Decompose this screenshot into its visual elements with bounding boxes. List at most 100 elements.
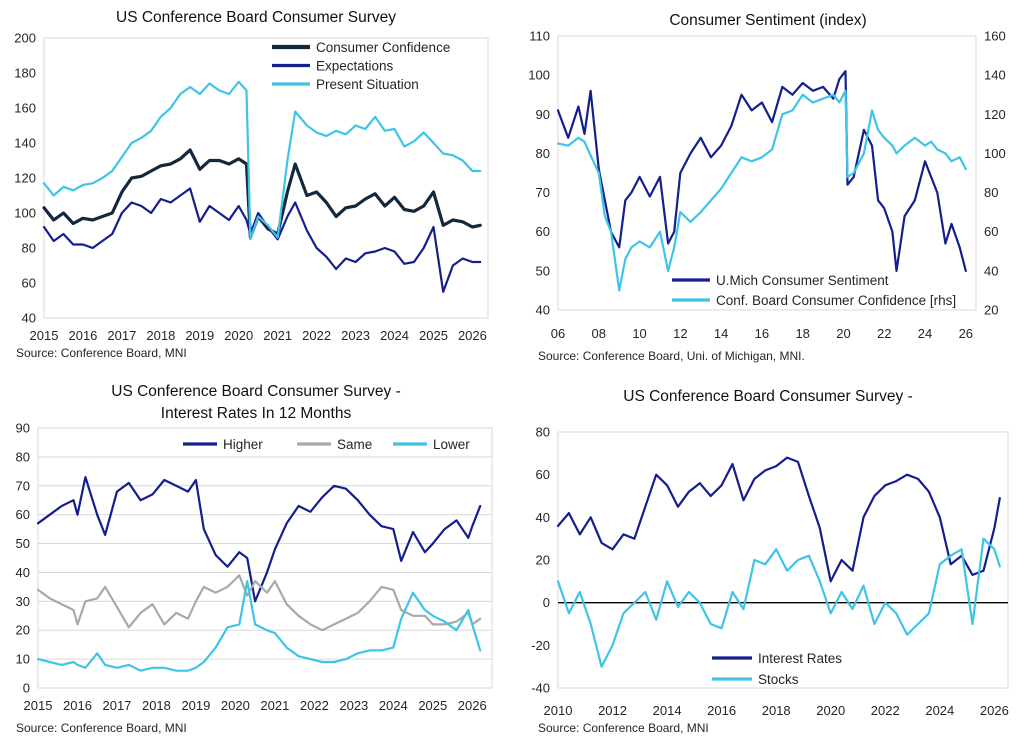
chart-panel-interest-rates-12m: US Conference Board Consumer Survey - Int… <box>0 374 512 748</box>
series-line-consumer-confidence <box>42 148 482 240</box>
x-tick-label: 06 <box>551 326 565 341</box>
y-tick-label: 20 <box>536 553 550 568</box>
y-right-tick-label: 100 <box>984 146 1006 161</box>
y-tick-label: 110 <box>529 29 550 44</box>
series-line-stocks <box>556 537 1001 668</box>
y-tick-label: -40 <box>531 681 550 696</box>
series-line-conf-board-consumer-confidence-rhs <box>556 89 967 292</box>
x-tick-label: 2022 <box>302 328 331 343</box>
x-tick-label: 2023 <box>339 698 368 713</box>
y-tick-label: 80 <box>536 146 550 161</box>
chart-source-note: Source: Conference Board, Uni. of Michig… <box>538 349 805 363</box>
y-tick-label: 90 <box>536 107 550 122</box>
chart-panel-rates-stocks: US Conference Board Consumer Survey - -40… <box>512 374 1024 748</box>
chart-panel-cb-survey: US Conference Board Consumer Survey 40 60 8… <box>0 0 512 374</box>
y-tick-label: 100 <box>528 68 550 83</box>
y-tick-label: 80 <box>536 425 550 440</box>
x-tick-label: 2020 <box>224 328 253 343</box>
x-tick-label: 20 <box>836 326 850 341</box>
y-tick-label: 50 <box>536 263 550 278</box>
y-right-tick-label: 60 <box>984 224 998 239</box>
x-tick-label: 2023 <box>341 328 370 343</box>
chart-source-note: Source: Conference Board, MNI <box>538 721 709 735</box>
y-tick-label: 30 <box>16 594 30 609</box>
y-tick-label: 40 <box>536 510 550 525</box>
x-tick-label: 26 <box>959 326 973 341</box>
x-tick-label: 2012 <box>598 703 627 718</box>
y-tick-label: 100 <box>14 206 36 221</box>
y-tick-label: 60 <box>22 276 36 291</box>
x-tick-label: 2014 <box>653 703 682 718</box>
x-tick-label: 2026 <box>458 328 487 343</box>
y-tick-label: 180 <box>14 66 36 81</box>
x-tick-label: 2025 <box>418 698 447 713</box>
y-tick-label: 0 <box>23 681 30 696</box>
chart-source-note: Source: Conference Board, MNI <box>16 346 187 360</box>
x-tick-label: 2021 <box>263 328 292 343</box>
x-tick-label: 16 <box>755 326 769 341</box>
x-tick-label: 2018 <box>142 698 171 713</box>
series-line-lower <box>36 580 482 672</box>
series-line-interest-rates <box>556 456 1001 583</box>
series-line-u-mich-consumer-sentiment <box>556 70 967 272</box>
y-tick-label: 140 <box>14 136 36 151</box>
x-tick-label: 2026 <box>458 698 487 713</box>
x-tick-label: 2021 <box>260 698 289 713</box>
x-tick-label: 22 <box>877 326 891 341</box>
chart-consumer-sentiment: Consumer Sentiment (index) 40 50 60 70 80 90 10… <box>528 12 1006 363</box>
x-tick-label: 2018 <box>762 703 791 718</box>
x-tick-label: 2026 <box>980 703 1009 718</box>
x-tick-label: 24 <box>918 326 932 341</box>
x-tick-label: 10 <box>632 326 646 341</box>
x-tick-label: 2016 <box>68 328 97 343</box>
y-tick-label: 60 <box>16 507 30 522</box>
x-tick-label: 2024 <box>380 328 409 343</box>
y-right-tick-label: 20 <box>984 303 998 318</box>
legend-label-u-mich-consumer-sentiment: U.Mich Consumer Sentiment <box>716 273 889 288</box>
chart-interest-rates-12-months: US Conference Board Consumer Survey - Int… <box>16 383 493 735</box>
x-tick-label: 2020 <box>816 703 845 718</box>
y-tick-label: 60 <box>536 224 550 239</box>
x-tick-label: 2010 <box>544 703 573 718</box>
plot-area-border <box>37 427 493 689</box>
legend-label-consumer-confidence: Consumer Confidence <box>316 40 450 55</box>
series-line-present-situation <box>42 80 482 241</box>
chart-title: Consumer Sentiment (index) <box>669 12 866 29</box>
legend-label-expectations: Expectations <box>316 59 394 74</box>
x-tick-label: 2024 <box>379 698 408 713</box>
x-tick-label: 2018 <box>146 328 175 343</box>
chart-title: US Conference Board Consumer Survey - <box>111 383 400 400</box>
y-tick-label: 10 <box>16 652 30 667</box>
legend-label-same: Same <box>337 437 372 452</box>
plot-area-border <box>43 37 489 319</box>
series-line-higher <box>36 475 482 603</box>
x-tick-label: 08 <box>592 326 606 341</box>
series-line-expectations <box>42 187 482 293</box>
y-tick-label: 160 <box>14 101 36 116</box>
x-tick-label: 2016 <box>707 703 736 718</box>
chart-title: US Conference Board Consumer Survey <box>116 9 396 26</box>
legend-label-higher: Higher <box>223 437 263 452</box>
y-tick-label: 40 <box>536 303 550 318</box>
x-tick-label: 14 <box>714 326 728 341</box>
y-right-tick-label: 40 <box>984 263 998 278</box>
series-line-same <box>36 574 482 632</box>
chart-title: US Conference Board Consumer Survey - <box>623 388 912 405</box>
y-tick-label: 200 <box>14 31 36 46</box>
y-tick-label: 90 <box>16 421 30 436</box>
y-tick-label: 80 <box>22 241 36 256</box>
y-tick-label: 40 <box>16 565 30 580</box>
y-tick-label: 70 <box>536 185 550 200</box>
x-tick-label: 2017 <box>102 698 131 713</box>
x-tick-label: 2025 <box>419 328 448 343</box>
plot-area-border <box>557 35 977 311</box>
x-tick-label: 2015 <box>30 328 59 343</box>
y-tick-label: 40 <box>22 311 36 326</box>
y-tick-label: 80 <box>16 449 30 464</box>
x-tick-label: 2016 <box>63 698 92 713</box>
y-right-tick-label: 160 <box>984 29 1006 44</box>
x-tick-label: 2022 <box>871 703 900 718</box>
x-tick-label: 2017 <box>107 328 136 343</box>
y-tick-label: 70 <box>16 478 30 493</box>
y-tick-label: 50 <box>16 536 30 551</box>
